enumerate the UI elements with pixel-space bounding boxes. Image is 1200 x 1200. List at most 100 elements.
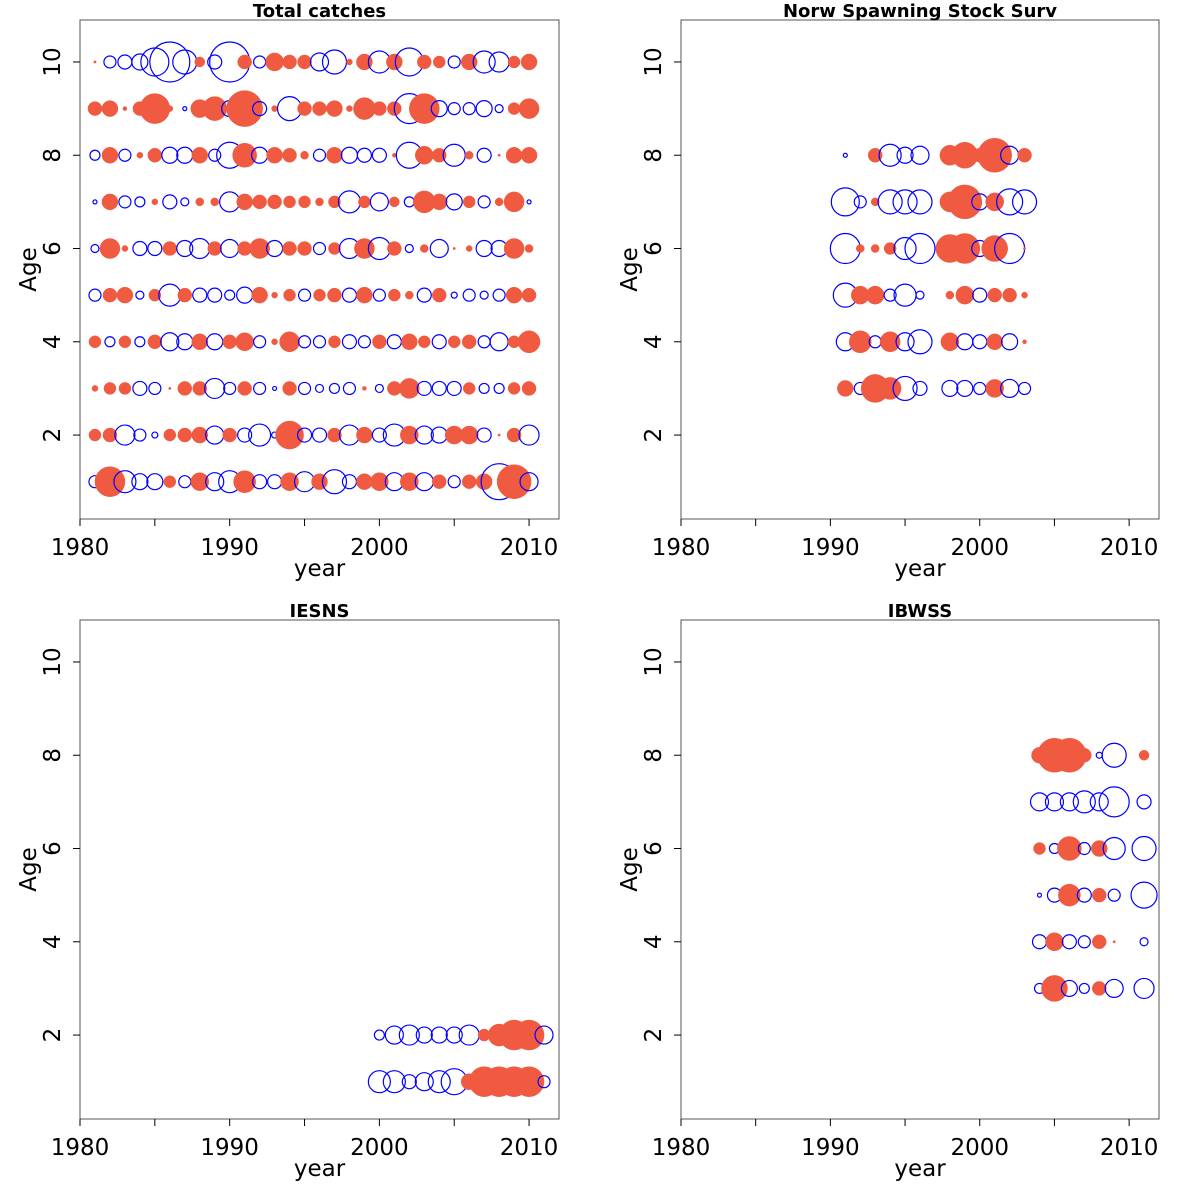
bubble-negative (342, 381, 357, 396)
bubble-positive (415, 145, 434, 165)
bubble-positive (870, 197, 880, 207)
bubble-positive (507, 382, 521, 395)
bubble-positive (249, 238, 270, 259)
bubble-positive (311, 473, 328, 490)
bubble-positive (517, 330, 541, 354)
bubble-negative (941, 379, 959, 398)
bubble-positive (372, 101, 387, 116)
bubble-negative (1017, 381, 1032, 396)
bubble-negative (892, 375, 918, 402)
bubble-positive (282, 147, 297, 163)
bubble-positive (518, 98, 540, 119)
bubble-positive (346, 58, 353, 66)
bubble-negative (297, 381, 312, 396)
bubble-negative (207, 54, 223, 70)
bubble-positive (417, 54, 432, 70)
bubble-positive (1091, 840, 1108, 857)
y-axis-label: Age (16, 247, 42, 291)
bubble-positive (191, 426, 208, 444)
bubble-negative (312, 241, 327, 256)
bubble-negative (1102, 836, 1126, 861)
bubble-points (829, 137, 1038, 403)
bubble-points (1029, 737, 1158, 1002)
bubble-negative (1060, 979, 1078, 998)
bubble-positive (389, 196, 400, 208)
bubble-negative (462, 102, 476, 116)
bubble-negative (427, 1070, 451, 1094)
panel-3: IESNS 1980 1990 2000 2010 2 4 6 8 10 year Age (16, 601, 560, 1182)
bubble-positive (370, 472, 389, 491)
bubble-negative (956, 379, 974, 398)
y-tick-label: 6 (40, 841, 66, 856)
bubble-positive (849, 330, 872, 354)
bubble-positive (237, 54, 252, 70)
bubble-negative (476, 427, 492, 443)
bubble-positive (346, 105, 353, 112)
bubble-negative (204, 377, 226, 400)
bubble-negative (462, 288, 476, 302)
bubble-negative (853, 195, 867, 209)
bubble-positive (521, 287, 537, 303)
bubble-negative (148, 381, 162, 396)
bubble-negative (893, 236, 917, 261)
bubble-negative (384, 1025, 404, 1045)
bubble-negative (1076, 887, 1092, 903)
bubble-negative (297, 335, 312, 349)
bubble-negative (896, 146, 914, 164)
bubble-negative (131, 53, 149, 71)
bubble-positive (947, 184, 983, 220)
bubble-positive (356, 473, 373, 490)
bubble-negative (478, 382, 490, 395)
bubble-positive (452, 247, 456, 250)
x-tick-label: 2010 (500, 1135, 559, 1161)
bubble-negative (356, 147, 373, 163)
x-tick-label: 2000 (350, 535, 409, 561)
bubble-positive (356, 53, 373, 71)
bubble-positive (507, 102, 521, 115)
bubble-negative (534, 1025, 554, 1045)
x-tick-label: 2010 (500, 535, 559, 561)
bubble-negative (518, 424, 540, 446)
bubble-negative (878, 143, 902, 167)
bubble-positive (328, 335, 341, 349)
bubble-positive (280, 472, 299, 491)
bubble-negative (1077, 935, 1091, 949)
bubble-negative (374, 383, 384, 394)
bubble-positive (191, 146, 208, 164)
bubble-negative (493, 382, 505, 395)
y-tick-label: 4 (40, 334, 66, 349)
bubble-negative (431, 334, 447, 350)
bubble-positive (356, 286, 373, 304)
bubble-positive (1058, 883, 1081, 907)
bubble-positive (300, 150, 309, 160)
bubble-positive (462, 382, 476, 395)
bubble-negative (1133, 977, 1155, 1000)
bubble-positive (327, 427, 342, 443)
y-tick-label: 6 (641, 841, 667, 856)
x-tick-label: 1980 (652, 535, 711, 561)
bubble-negative (972, 287, 988, 303)
bubble-negative (180, 197, 190, 207)
bubble-positive (475, 473, 493, 490)
bubble-negative (253, 381, 267, 396)
x-tick-label: 1990 (200, 1135, 259, 1161)
bubble-positive (282, 54, 297, 70)
y-tick-label: 2 (641, 428, 667, 443)
bubble-positive (949, 233, 981, 264)
bubble-negative (404, 243, 414, 254)
bubble-positive (432, 147, 447, 163)
bubble-negative (445, 1026, 463, 1044)
bubble-positive (459, 425, 479, 445)
x-axis-label: year (894, 556, 946, 582)
bubble-positive (279, 331, 300, 353)
bubble-positive (87, 101, 103, 116)
x-tick-label: 2000 (950, 535, 1009, 561)
bubble-negative (429, 238, 449, 259)
bubble-positive (282, 381, 297, 396)
bubble-positive (503, 191, 525, 213)
bubble-positive (362, 386, 367, 391)
bubble-points (367, 1019, 554, 1097)
bubble-positive (222, 334, 237, 350)
bubble-positive (116, 286, 134, 304)
